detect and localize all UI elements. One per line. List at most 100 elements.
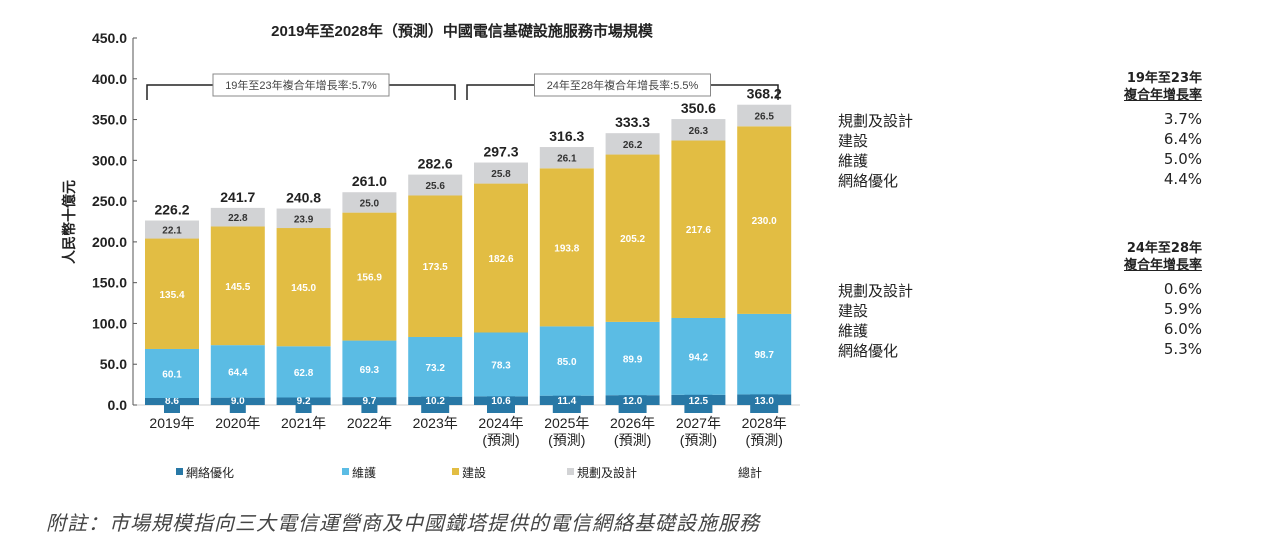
- cagr-period: 19年至23年: [1126, 71, 1202, 86]
- bar-segment: [408, 195, 463, 337]
- cagr-value: 6.4%: [1163, 130, 1202, 148]
- data-label: 11.4: [557, 396, 576, 407]
- data-label: 173.5: [423, 262, 448, 273]
- total-label: 226.2: [154, 202, 189, 218]
- x-tick-label: 2027年: [676, 415, 721, 431]
- cagr-value: 0.6%: [1163, 280, 1202, 298]
- data-label: 26.3: [689, 126, 709, 137]
- y-tick-label: 100.0: [92, 315, 127, 331]
- y-tick-label: 350.0: [92, 112, 127, 128]
- cagr-label: 規劃及設計: [838, 112, 914, 130]
- cagr-period: 24年至28年: [1126, 241, 1202, 256]
- data-label: 25.6: [425, 181, 445, 192]
- data-label: 9.0: [231, 396, 245, 407]
- bar-segment: [737, 313, 792, 395]
- data-label: 89.9: [623, 355, 643, 366]
- cagr-label: 規劃及設計: [838, 282, 914, 300]
- y-tick-label: 200.0: [92, 234, 127, 250]
- cagr-label: 建設: [838, 302, 869, 320]
- annotation-box: [212, 73, 390, 97]
- x-tick-label: 2023年: [413, 415, 458, 431]
- bar-segment: [605, 154, 660, 322]
- x-tick-label: 2019年: [149, 415, 194, 431]
- y-tick-label: 400.0: [92, 71, 127, 87]
- bar-stack: 11.4 85.0 193.8 26.1 316.3 2025年(預測): [539, 128, 594, 448]
- stacked-bar-chart: 2019年至2028年（預測）中國電信基礎設施服務市場規模 人民幣十億元 0.0…: [61, 22, 800, 480]
- cagr-value: 5.3%: [1163, 340, 1202, 358]
- x-tick-label: (預測): [746, 432, 783, 448]
- data-label: 62.8: [294, 368, 314, 379]
- cagr-table-2024-2028: 24年至28年 複合年增長率 規劃及設計 0.6% 建設 5.9% 維護 6.0% 網絡優化…: [838, 240, 1202, 370]
- data-label: 69.3: [360, 365, 380, 376]
- bar-segment: [671, 317, 726, 395]
- cagr-title: 複合年增長率: [1123, 88, 1202, 103]
- x-tick-label: (預測): [548, 432, 585, 448]
- cagr-value: 4.4%: [1163, 170, 1202, 188]
- cagr-label: 維護: [838, 322, 869, 340]
- total-label: 241.7: [220, 189, 255, 205]
- bar-segment: [342, 192, 397, 213]
- data-label: 64.4: [228, 367, 248, 378]
- y-tick-label: 250.0: [92, 193, 127, 209]
- x-tick-label: 2022年: [347, 415, 392, 431]
- data-label: 73.2: [425, 363, 445, 374]
- data-label: 145.5: [225, 282, 250, 293]
- bar-segment: [210, 207, 265, 227]
- bar-stack: 13.0 98.7 230.0 26.5 368.2 2028年(預測): [737, 86, 792, 448]
- bar-segment: [474, 162, 528, 184]
- total-label: 261.0: [352, 173, 387, 189]
- x-tick-label: 2028年: [742, 415, 787, 431]
- bar-segment: [737, 104, 792, 127]
- data-label: 22.8: [228, 213, 248, 224]
- x-tick-label: 2025年: [544, 415, 589, 431]
- cagr-row: 建設 6.4%: [838, 130, 1202, 150]
- y-tick-label: 50.0: [100, 356, 127, 372]
- data-label: 10.2: [425, 396, 445, 407]
- bar-label-box: [618, 391, 647, 413]
- data-label: 25.0: [360, 198, 380, 209]
- cagr-table-2019-2023: 19年至23年 複合年增長率 規劃及設計 3.7% 建設 6.4% 維護 5.0% 網絡優化…: [838, 70, 1202, 200]
- bar-label-box: [487, 391, 515, 413]
- bar-stack: 10.6 78.3 182.6 25.8 297.3 2024年(預測): [474, 144, 528, 448]
- bar-segment: [605, 133, 660, 155]
- data-label: 217.6: [686, 225, 711, 236]
- data-label: 26.2: [623, 140, 643, 151]
- y-tick-label: 150.0: [92, 275, 127, 291]
- total-label: 350.6: [681, 100, 716, 116]
- legend-swatch: [342, 468, 349, 475]
- x-tick-label: (預測): [482, 432, 519, 448]
- bar-segment: [408, 336, 463, 397]
- total-label: 368.2: [747, 86, 782, 102]
- data-label: 26.5: [754, 112, 774, 123]
- legend-label: 網絡優化: [186, 465, 234, 480]
- bar-segment: [276, 346, 331, 398]
- bar-stack: 10.2 73.2 173.5 25.6 282.6 2023年: [408, 156, 463, 431]
- y-tick-label: 450.0: [92, 30, 127, 46]
- bar-segment: [539, 147, 594, 169]
- cagr-value: 5.9%: [1163, 300, 1202, 318]
- bar-label-box: [750, 391, 779, 413]
- data-label: 60.1: [162, 369, 182, 380]
- legend-label: 規劃及設計: [577, 465, 637, 480]
- data-label: 98.7: [754, 350, 774, 361]
- bar-stack: 9.7 69.3 156.9 25.0 261.0 2022年: [342, 173, 397, 431]
- bar-segment: [539, 326, 594, 396]
- data-label: 25.8: [491, 169, 511, 180]
- data-label: 26.1: [557, 154, 577, 165]
- data-label: 22.1: [162, 226, 182, 237]
- bar-stack: 9.0 64.4 145.5 22.8 241.7 2020年: [210, 189, 265, 431]
- x-tick-label: 2020年: [215, 415, 260, 431]
- bar-segment: [474, 332, 528, 397]
- data-label: 85.0: [557, 357, 577, 368]
- annotation-box: [534, 73, 711, 97]
- total-label: 240.8: [286, 190, 321, 206]
- bar-segment: [737, 126, 792, 314]
- data-label: 78.3: [491, 360, 511, 371]
- data-label: 193.8: [554, 243, 579, 254]
- cagr-row: 規劃及設計 3.7%: [838, 110, 1202, 130]
- data-label: 9.2: [297, 396, 311, 407]
- legend-swatch: [452, 468, 459, 475]
- bar-segment: [605, 321, 660, 396]
- footnote: 附註：市場規模指向三大電信運營商及中國鐵塔提供的電信網絡基礎設施服務: [46, 511, 760, 535]
- bar-segment: [210, 226, 265, 346]
